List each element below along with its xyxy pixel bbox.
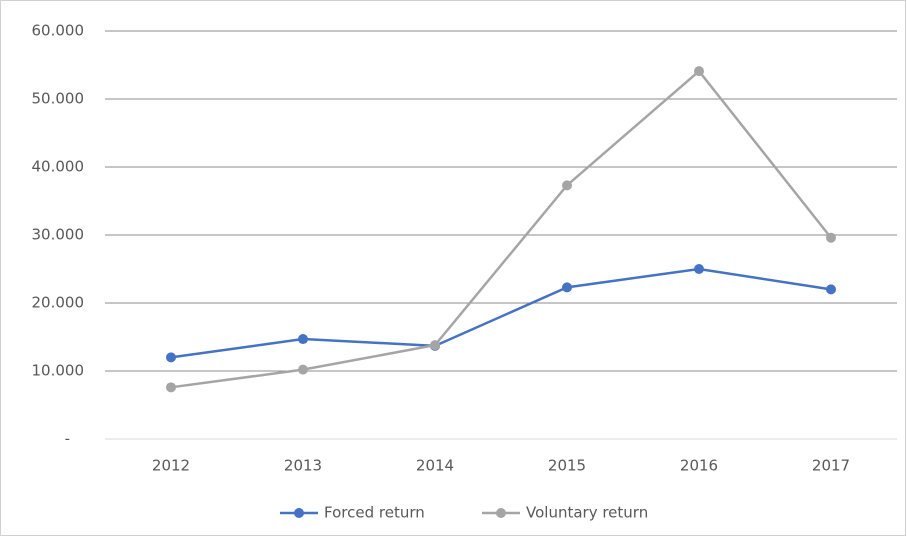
legend-label: Forced return [324, 504, 425, 522]
legend-label: Voluntary return [526, 504, 648, 522]
data-point [430, 340, 440, 351]
data-point [298, 334, 308, 345]
y-tick-label: 50.000 [32, 90, 85, 108]
y-tick-label: 60.000 [32, 22, 85, 40]
data-point [562, 282, 572, 293]
data-point [166, 352, 176, 363]
series-line [170, 267, 832, 359]
y-tick-label: 30.000 [32, 226, 85, 244]
y-tick-label: 10.000 [32, 362, 85, 380]
legend-marker [496, 508, 506, 518]
x-tick-label: 2016 [680, 457, 718, 475]
y-tick-label: 40.000 [32, 158, 85, 176]
data-point [694, 66, 704, 77]
x-tick-label: 2014 [416, 457, 454, 475]
y-tick-label: 20.000 [32, 294, 85, 312]
legend-marker [294, 508, 304, 518]
series-line [170, 69, 832, 389]
x-tick-label: 2017 [812, 457, 850, 475]
data-point [826, 284, 836, 295]
data-point [826, 232, 836, 243]
x-tick-label: 2012 [152, 457, 190, 475]
y-tick-label: - [65, 430, 70, 448]
data-point [298, 364, 308, 375]
x-tick-label: 2013 [284, 457, 322, 475]
x-tick-label: 2015 [548, 457, 586, 475]
data-point [694, 264, 704, 274]
data-point [166, 382, 176, 393]
data-point [562, 180, 572, 191]
